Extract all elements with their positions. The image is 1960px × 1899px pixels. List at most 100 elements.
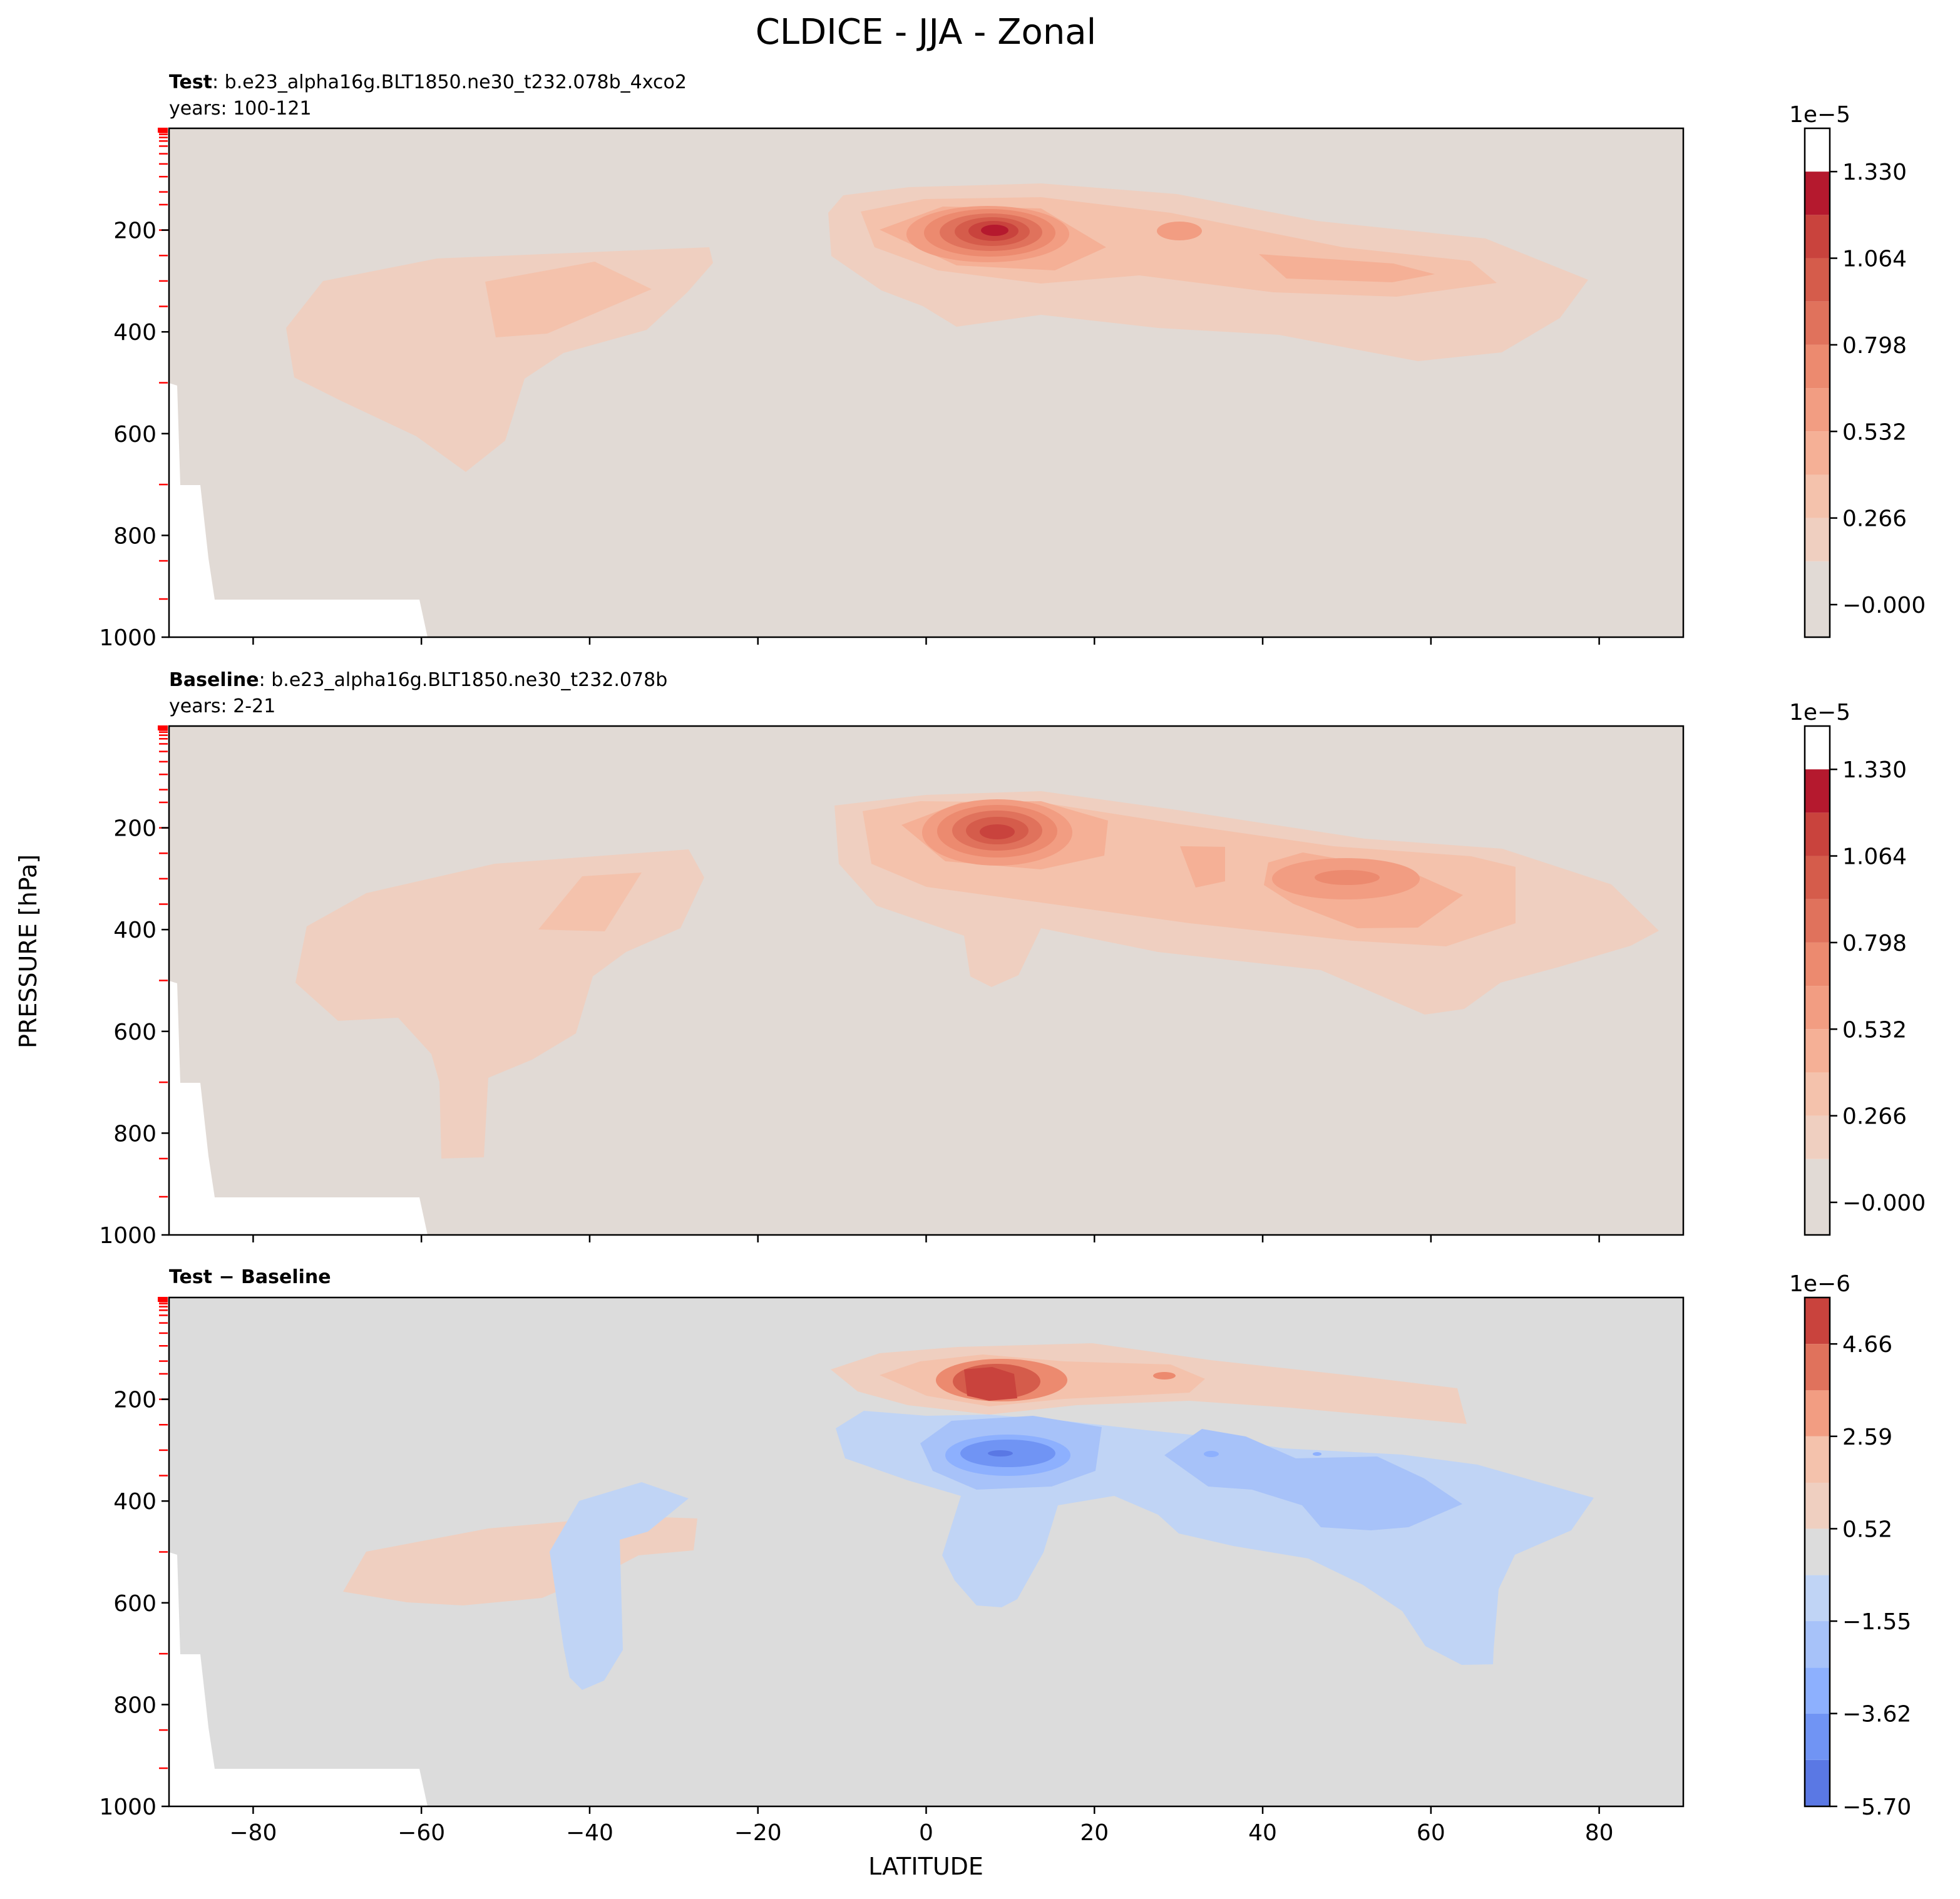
colorbar-band: [1805, 518, 1830, 561]
colorbar-band: [1805, 1344, 1830, 1391]
difference-x-axis: −80 −60 −40 −20 0 20 40 60 80: [229, 1806, 1614, 1846]
x-tick-label: 0: [919, 1820, 933, 1846]
x-tick-label: −60: [398, 1820, 445, 1846]
contour-level-8: [980, 824, 1015, 839]
colorbar-tick-label: −0.000: [1842, 1190, 1926, 1216]
test-colorbar: 1e−5 1.330 1.064 0.798 0.532 0.266 −0.000: [1789, 102, 1926, 638]
colorbar-band: [1805, 1298, 1830, 1344]
baseline-case-name: : b.e23_alpha16g.BLT1850.ne30_t232.078b: [259, 669, 668, 691]
colorbar-band: [1805, 258, 1830, 302]
baseline-label-bold: Baseline: [169, 669, 259, 691]
colorbar-band: [1805, 604, 1830, 637]
colorbar-tick-label: 2.59: [1842, 1425, 1892, 1450]
colorbar-band: [1805, 1029, 1830, 1073]
colorbar-tick-label: 1.064: [1842, 247, 1907, 272]
contour-level-neg-5: [988, 1450, 1013, 1456]
colorbar-band: [1805, 1436, 1830, 1483]
colorbar-frame: [1804, 1296, 1831, 1808]
colorbar-band: [1805, 301, 1830, 345]
difference-model-top-markers: [158, 1297, 168, 1769]
colorbar-scale-label: 1e−6: [1789, 1271, 1850, 1297]
colorbar-tick-label: 1.330: [1842, 757, 1907, 783]
colorbar-band: [1805, 1390, 1830, 1436]
figure-title: CLDICE - JJA - Zonal: [756, 12, 1096, 53]
colorbar-tick-label: 1.330: [1842, 160, 1907, 185]
y-tick-label: 200: [113, 1388, 156, 1413]
colorbar-band: [1805, 899, 1830, 943]
baseline-years: years: 2-21: [169, 695, 275, 717]
colorbar-band: [1805, 388, 1830, 432]
colorbar-band: [1805, 1667, 1830, 1714]
baseline-panel-label: Baseline: b.e23_alpha16g.BLT1850.ne30_t2…: [169, 669, 667, 691]
baseline-model-top-markers: [158, 725, 168, 1198]
baseline-y-axis: 200 400 600 800 1000: [99, 816, 169, 1249]
colorbar-tick-label: −1.55: [1842, 1609, 1911, 1635]
baseline-x-axis: [252, 1235, 1600, 1242]
contour-level-neg-1: [550, 1482, 689, 1690]
colorbar-band: [1805, 856, 1830, 899]
contour-level-3: [1180, 846, 1225, 888]
colorbar-band: [1805, 1202, 1830, 1235]
x-tick-label: 80: [1585, 1820, 1614, 1846]
y-tick-label: 400: [113, 918, 156, 943]
contour-level-neg-2: [1164, 1429, 1462, 1530]
baseline-panel: Baseline: b.e23_alpha16g.BLT1850.ne30_t2…: [99, 669, 1926, 1249]
test-label-bold: Test: [169, 71, 212, 93]
colorbar-band: [1805, 215, 1830, 258]
x-tick-label: 20: [1080, 1820, 1109, 1846]
test-y-axis: 200 400 600 800 1000: [99, 218, 169, 651]
missing-data-mask: [169, 981, 428, 1235]
test-panel: Test: b.e23_alpha16g.BLT1850.ne30_t232.0…: [99, 71, 1926, 651]
model-top-marker: [158, 1297, 168, 1302]
y-axis-label: PRESSURE [hPa]: [14, 854, 42, 1048]
colorbar-band: [1805, 1528, 1830, 1575]
colorbar-band: [1805, 1115, 1830, 1159]
contour-level-2: [538, 873, 642, 931]
colorbar-tick-label: 0.52: [1842, 1517, 1892, 1542]
test-case-name: : b.e23_alpha16g.BLT1850.ne30_t232.078b_…: [212, 71, 687, 93]
contour-level-neg-3: [1204, 1451, 1219, 1457]
colorbar-tick-label: 0.798: [1842, 931, 1907, 956]
model-top-marker: [158, 725, 168, 730]
contour-level-neg-3: [1313, 1452, 1321, 1456]
difference-contour-field: [169, 1298, 1683, 1806]
colorbar-tick-label: 0.798: [1842, 333, 1907, 359]
baseline-colorbar: 1e−5 1.330 1.064 0.798 0.532 0.266 −0.000: [1789, 700, 1926, 1236]
contour-level-4: [1157, 222, 1202, 240]
colorbar-tick-label: −5.70: [1842, 1794, 1911, 1820]
colorbar-scale-label: 1e−5: [1789, 102, 1850, 128]
difference-panel-label: Test − Baseline: [169, 1266, 331, 1288]
y-tick-label: 1000: [99, 1223, 156, 1249]
difference-colorbar: 1e−6 4.66 2.59 0.52 −1.55 −3.62 −5.70: [1789, 1271, 1911, 1820]
y-tick-label: 800: [113, 1692, 156, 1718]
x-tick-label: 40: [1248, 1820, 1277, 1846]
colorbar-band: [1805, 431, 1830, 475]
y-tick-label: 400: [113, 320, 156, 346]
colorbar-band: [1805, 474, 1830, 518]
y-tick-label: 1000: [99, 625, 156, 651]
x-tick-label: 60: [1417, 1820, 1445, 1846]
test-x-axis: [252, 637, 1600, 645]
y-tick-label: 800: [113, 523, 156, 549]
y-tick-label: 200: [113, 816, 156, 842]
colorbar-band: [1805, 1759, 1830, 1806]
colorbar-frame: [1804, 725, 1831, 1236]
missing-data-mask: [169, 383, 428, 637]
x-tick-label: −20: [734, 1820, 782, 1846]
colorbar-tick-label: 0.266: [1842, 1104, 1907, 1130]
y-tick-label: 1000: [99, 1794, 156, 1820]
contour-level-9: [981, 225, 1008, 236]
colorbar-frame: [1804, 127, 1831, 638]
test-years: years: 100-121: [169, 98, 312, 120]
model-top-marker: [158, 128, 168, 133]
y-tick-label: 600: [113, 422, 156, 448]
colorbar-band: [1805, 1159, 1830, 1202]
colorbar-band: [1805, 812, 1830, 856]
contour-level-pos-5: [964, 1367, 1017, 1401]
colorbar-band: [1805, 769, 1830, 813]
y-tick-label: 200: [113, 218, 156, 244]
colorbar-band: [1805, 1072, 1830, 1116]
test-contour-field: [169, 128, 1683, 637]
